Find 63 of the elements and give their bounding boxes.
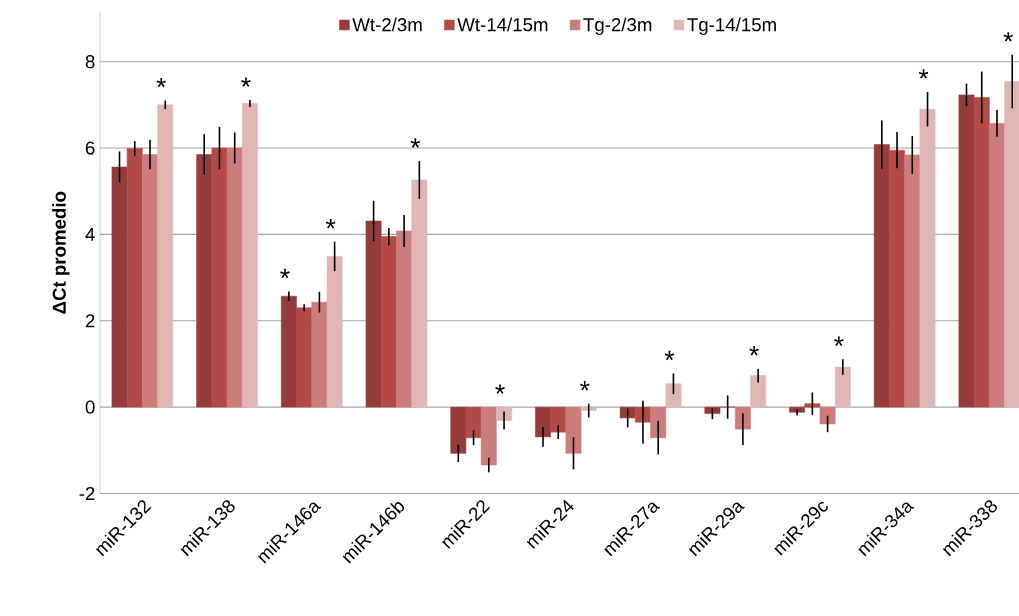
bar [819,406,836,425]
bar [873,144,890,408]
y-tick-label: 8 [85,54,95,69]
bar [396,230,412,408]
annotation: * [241,77,251,87]
bar [226,147,243,408]
bar [704,406,721,414]
annotation: * [918,69,929,79]
bar [904,154,921,408]
bar [126,148,143,408]
bar [380,236,397,408]
bar [650,406,667,438]
bar [242,103,258,408]
bar [480,406,497,466]
bar [665,383,682,408]
annotation: * [664,350,675,361]
y-tick-label: 0 [85,400,95,414]
bar [550,406,567,433]
y-tick-label: -2 [79,486,95,500]
bar [804,403,821,408]
annotation: * [1003,32,1013,42]
legend-label: Wt-2/3m [352,17,422,32]
annotation: * [410,138,421,148]
annotation: * [156,77,167,88]
bar [735,406,751,430]
bar [326,256,343,408]
bar [789,406,805,413]
legend-label: Tg-14/15m [687,17,776,35]
bar [296,307,313,408]
bar [111,166,128,408]
annotation: * [749,345,759,356]
bar [1004,81,1019,408]
legend-label: Wt-14/15m [457,17,548,32]
bar [919,108,936,408]
bar [535,406,551,438]
bar [958,94,975,408]
bar [365,220,382,408]
bar [311,301,328,408]
bar [496,406,512,421]
y-tick-label: 2 [85,314,95,328]
bar [196,154,213,408]
y-tick-label: 4 [85,227,95,241]
bar [989,123,1005,408]
annotation: * [834,336,844,346]
bar [281,295,297,408]
annotation: * [495,384,505,394]
bar [973,97,990,408]
legend-label: Tg-2/3m [583,17,652,35]
bar [450,406,467,454]
bar [411,179,428,408]
y-axis-title: ΔCt promedio [52,191,70,314]
bar [750,375,767,408]
y-tick-label: 6 [85,141,95,155]
bar [211,147,228,408]
annotation: * [280,268,290,279]
bar [834,366,851,408]
annotation: * [325,219,336,229]
bar [889,149,905,408]
bar [465,406,482,438]
bar [565,406,582,454]
bar [142,154,158,408]
bar [157,104,174,408]
annotation: * [579,380,590,391]
